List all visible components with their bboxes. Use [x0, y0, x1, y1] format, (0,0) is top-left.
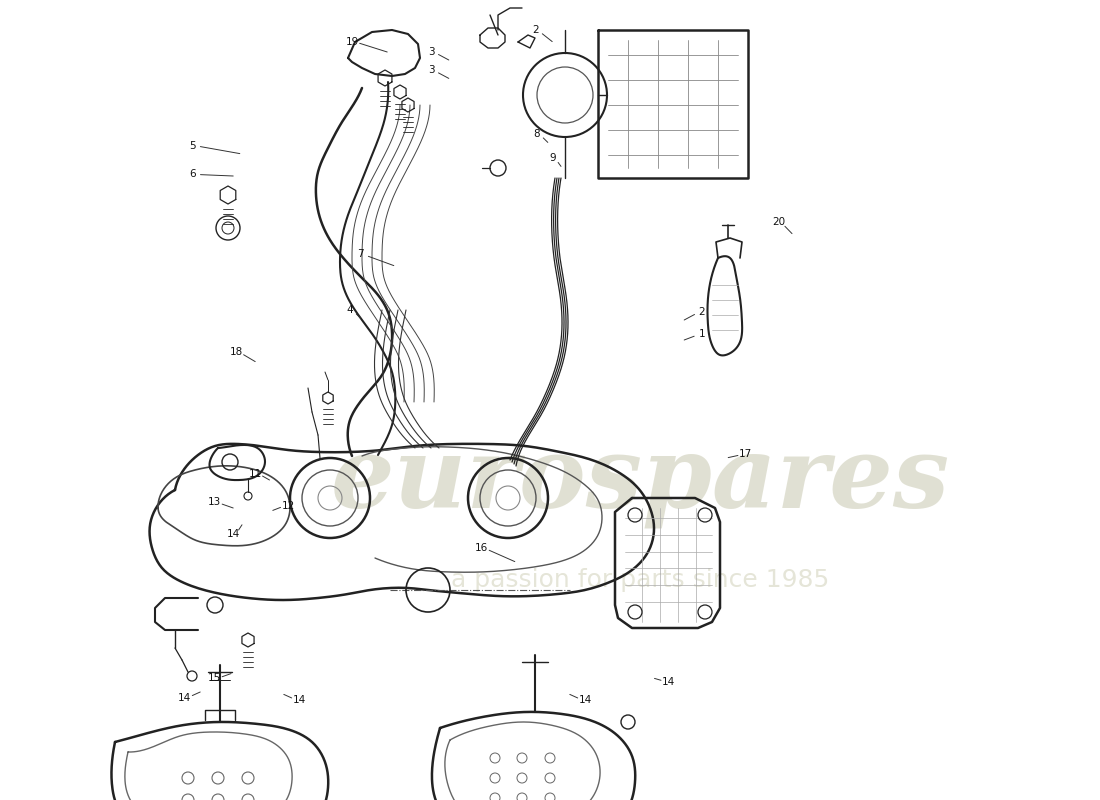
- Text: 20: 20: [772, 218, 785, 227]
- Text: 4: 4: [346, 306, 353, 315]
- Text: 3: 3: [428, 47, 435, 57]
- Text: 11: 11: [249, 469, 262, 478]
- Text: 14: 14: [579, 695, 592, 705]
- Text: 2: 2: [698, 307, 705, 317]
- Text: 14: 14: [227, 530, 240, 539]
- Text: 14: 14: [293, 695, 306, 705]
- Text: 7: 7: [358, 250, 364, 259]
- Text: 1: 1: [698, 330, 705, 339]
- Text: 9: 9: [549, 154, 556, 163]
- Text: 15: 15: [208, 674, 221, 683]
- Text: a passion for parts since 1985: a passion for parts since 1985: [451, 568, 829, 592]
- Text: 5: 5: [189, 141, 196, 150]
- Text: 17: 17: [739, 450, 752, 459]
- Text: 12: 12: [282, 501, 295, 510]
- Text: 6: 6: [189, 170, 196, 179]
- Text: 2: 2: [532, 26, 539, 35]
- Text: eurospares: eurospares: [330, 432, 949, 528]
- Text: 14: 14: [662, 677, 675, 686]
- Text: 13: 13: [208, 498, 221, 507]
- Text: 14: 14: [178, 693, 191, 702]
- Text: 16: 16: [475, 543, 488, 553]
- Text: 3: 3: [428, 66, 435, 75]
- Text: 18: 18: [230, 347, 243, 357]
- Text: 8: 8: [534, 130, 540, 139]
- Text: 19: 19: [345, 37, 359, 46]
